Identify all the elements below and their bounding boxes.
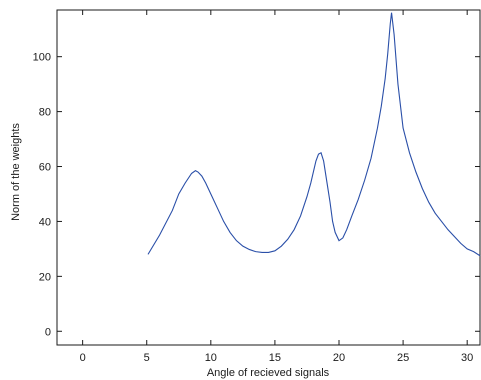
x-tick-label: 15 — [269, 352, 281, 364]
x-tick-label: 25 — [397, 352, 409, 364]
x-tick-label: 0 — [80, 352, 86, 364]
x-tick-label: 20 — [333, 352, 345, 364]
y-tick-label: 100 — [33, 52, 51, 64]
y-tick-label: 20 — [39, 271, 51, 283]
y-tick-label: 40 — [39, 216, 51, 228]
x-tick-label: 5 — [144, 352, 150, 364]
y-tick-label: 60 — [39, 162, 51, 174]
x-tick-labels: 0 5 10 15 20 25 30 — [80, 352, 474, 364]
y-axis-label: Norm of the weights — [10, 123, 22, 221]
data-series-line — [147, 12, 481, 257]
plot-frame — [56, 9, 481, 346]
y-tick-label: 80 — [39, 107, 51, 119]
y-tick-labels: 0 20 40 60 80 100 — [33, 52, 51, 339]
y-tick-label: 0 — [45, 326, 51, 338]
x-tick-label: 30 — [461, 352, 473, 364]
x-axis-label: Angle of recieved signals — [207, 367, 330, 379]
axis-ticks — [57, 10, 480, 345]
x-tick-label: 10 — [205, 352, 217, 364]
